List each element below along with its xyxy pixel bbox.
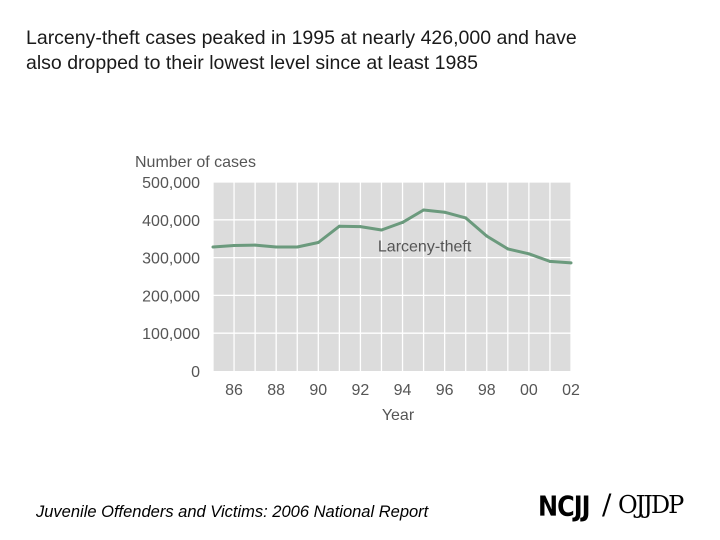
series-group [211, 208, 573, 265]
ncjj-logo-text: NCJJ [538, 490, 591, 523]
data-point [337, 224, 341, 228]
y-tick-label: 300,000 [142, 251, 200, 268]
data-point [464, 216, 468, 220]
plot-area-background [213, 182, 571, 371]
footer-report-title: Juvenile Offenders and Victims: 2006 Nat… [36, 503, 429, 521]
x-tick-label: 90 [309, 382, 327, 399]
data-point [211, 245, 215, 249]
data-point [443, 210, 447, 214]
series-annotation-label: Larceny-theft [378, 238, 472, 255]
slide-title: Larceny-theft cases peaked in 1995 at ne… [26, 27, 577, 74]
x-tick-labels: 86 88 90 92 94 96 98 00 02 [225, 382, 580, 399]
data-point [485, 234, 489, 238]
y-tick-label: 0 [191, 364, 200, 381]
data-point [548, 259, 552, 263]
x-tick-label: 98 [478, 382, 496, 399]
data-point [316, 240, 320, 244]
y-tick-label: 500,000 [142, 175, 200, 192]
data-point [569, 261, 573, 265]
data-point [358, 225, 362, 229]
ojjdp-logo-text: OJJDP [618, 491, 684, 519]
x-axis-label: Year [382, 407, 415, 424]
x-tick-label: 02 [562, 382, 580, 399]
data-point [274, 245, 278, 249]
y-tick-labels: 0 100,000 200,000 300,000 400,000 500,000 [142, 175, 200, 381]
x-tick-label: 94 [394, 382, 412, 399]
y-axis-label: Number of cases [135, 154, 256, 171]
y-tick-label: 200,000 [142, 288, 200, 305]
horizontal-gridlines [213, 181, 571, 334]
data-point [232, 244, 236, 248]
series-line-larceny-theft [212, 208, 572, 265]
data-point [295, 245, 299, 249]
data-point [401, 220, 405, 224]
data-point [422, 208, 426, 212]
x-tick-label: 88 [267, 382, 285, 399]
y-tick-label: 100,000 [142, 326, 200, 343]
x-tick-label: 92 [352, 382, 370, 399]
data-point [527, 252, 531, 256]
data-point [379, 228, 383, 232]
ncjj-ojjdp-logo: NCJJ / OJJDP [536, 488, 686, 530]
logo-slash: / [602, 488, 612, 521]
data-point [253, 243, 257, 247]
x-tick-label: 86 [225, 382, 243, 399]
x-tick-label: 00 [520, 382, 538, 399]
data-point [506, 247, 510, 251]
vertical-gridlines [212, 182, 572, 371]
y-tick-label: 400,000 [142, 213, 200, 230]
x-tick-label: 96 [436, 382, 454, 399]
